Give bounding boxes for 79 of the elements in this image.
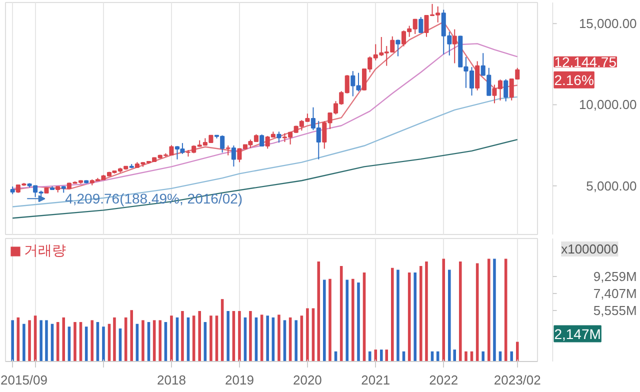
bar	[390, 268, 394, 362]
line-series	[12, 96, 518, 208]
annotation: 2,147M	[554, 326, 601, 342]
candlestick	[276, 131, 282, 144]
bar	[22, 324, 26, 362]
bar	[396, 270, 400, 362]
bar	[266, 316, 269, 362]
x-tick-label: 2018	[157, 372, 186, 388]
bar	[380, 350, 383, 362]
x-tick-label: 2022	[429, 372, 458, 388]
bar	[90, 320, 94, 362]
candlestick	[452, 28, 457, 64]
bar	[130, 310, 134, 362]
bar	[374, 350, 378, 362]
bar	[425, 261, 428, 362]
bar	[419, 266, 422, 362]
bar	[294, 320, 298, 362]
legend-label: 거래량	[24, 242, 66, 260]
y-tick-label: 15,000.00	[578, 16, 637, 32]
bar	[45, 320, 48, 362]
bar	[368, 351, 372, 362]
bar	[442, 258, 446, 362]
bar	[226, 311, 230, 362]
annotation: 2.16%	[554, 72, 594, 88]
y-tick-label: 9,259M	[593, 269, 637, 284]
bar	[385, 350, 388, 362]
bar	[158, 320, 162, 362]
bar	[181, 311, 184, 362]
bar	[170, 316, 173, 362]
bar	[28, 320, 31, 362]
candlestick	[504, 78, 508, 102]
x-tick-label: 2023/02	[494, 372, 541, 388]
bar	[238, 311, 241, 362]
bar	[317, 261, 320, 362]
bar	[198, 311, 201, 362]
bar	[357, 282, 360, 362]
line-series	[12, 138, 518, 219]
bar	[340, 266, 343, 362]
bar	[11, 320, 14, 362]
bar	[458, 261, 462, 362]
candlestick	[418, 16, 424, 34]
bar	[493, 258, 496, 362]
bar	[278, 314, 280, 362]
bar	[453, 350, 456, 362]
y-tick-label: 10,000.00	[578, 97, 637, 112]
x-tick-label: 2015/09	[0, 372, 48, 388]
candlestick	[475, 60, 480, 91]
bar	[448, 270, 451, 362]
bar	[40, 320, 42, 362]
bar	[510, 351, 514, 362]
bar	[352, 278, 354, 362]
x-tick-label: 2021	[361, 372, 390, 388]
bar	[516, 342, 519, 362]
x-tick-label: 2020	[292, 372, 322, 388]
bar	[210, 316, 212, 362]
bar	[249, 311, 252, 362]
y-tick-label: 7,407M	[593, 286, 637, 302]
bar	[328, 278, 332, 362]
bar	[323, 280, 326, 362]
bar	[487, 258, 490, 362]
bar	[482, 351, 485, 362]
x-tick-label: 2019	[225, 372, 254, 388]
bar	[102, 326, 105, 362]
bar	[306, 308, 309, 362]
y-tick-label: 5,555M	[593, 303, 637, 318]
bar	[414, 272, 417, 362]
bar	[113, 317, 116, 362]
bar	[464, 351, 468, 362]
bar	[62, 317, 66, 362]
y-tick-label: 5,000.00	[586, 178, 637, 194]
candlestick	[396, 39, 400, 57]
bar	[346, 280, 349, 362]
candlestick	[231, 144, 236, 168]
text: x1000000	[561, 242, 618, 256]
candlestick	[226, 144, 230, 156]
candlestick	[260, 134, 264, 147]
bar	[142, 320, 144, 362]
annotation: 12,144.75	[554, 54, 617, 70]
bar	[74, 322, 76, 362]
